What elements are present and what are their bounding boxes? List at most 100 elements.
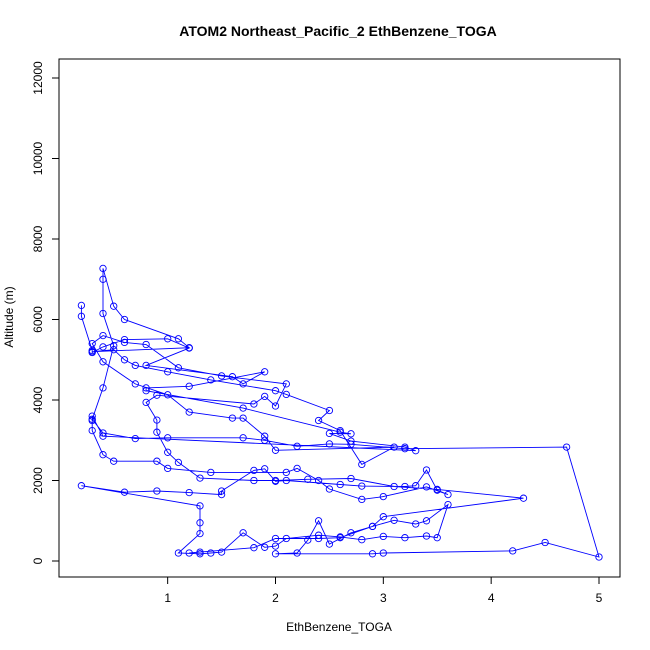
data-point bbox=[99, 264, 107, 273]
data-point bbox=[196, 529, 204, 538]
data-point bbox=[131, 361, 139, 370]
data-point bbox=[110, 302, 118, 310]
data-point bbox=[250, 544, 258, 552]
data-point bbox=[131, 380, 139, 388]
data-point bbox=[325, 540, 334, 548]
data-point bbox=[196, 519, 204, 527]
data-point bbox=[99, 309, 107, 318]
data-point bbox=[239, 529, 247, 537]
data-point bbox=[412, 520, 420, 528]
data-point bbox=[390, 516, 398, 524]
data-point bbox=[120, 315, 129, 324]
data-point bbox=[271, 446, 280, 454]
data-point bbox=[120, 335, 129, 344]
data-point bbox=[325, 485, 334, 493]
data-point bbox=[444, 490, 452, 499]
data-point bbox=[261, 432, 269, 440]
data-point bbox=[282, 534, 290, 543]
x-axis-label: EthBenzene_TOGA bbox=[286, 620, 392, 634]
data-point bbox=[358, 536, 366, 544]
data-point bbox=[314, 416, 323, 425]
data-point bbox=[282, 390, 290, 399]
data-point bbox=[412, 482, 420, 490]
data-point bbox=[401, 445, 409, 453]
data-point bbox=[271, 476, 280, 485]
y-tick-label: 2000 bbox=[31, 467, 45, 494]
data-point bbox=[164, 464, 172, 473]
data-point bbox=[347, 440, 355, 448]
series-group bbox=[77, 264, 603, 561]
data-point bbox=[110, 342, 118, 350]
data-point bbox=[131, 434, 139, 443]
data-point bbox=[314, 476, 323, 485]
data-point bbox=[261, 368, 269, 376]
data-point bbox=[562, 443, 571, 451]
data-point bbox=[422, 466, 431, 474]
data-point bbox=[99, 343, 107, 351]
data-point bbox=[142, 361, 150, 370]
y-tick-label: 0 bbox=[31, 557, 45, 564]
data-point bbox=[174, 458, 183, 467]
data-point bbox=[509, 547, 517, 555]
data-point bbox=[207, 376, 215, 384]
data-point bbox=[595, 553, 603, 561]
data-point bbox=[379, 532, 387, 541]
data-point bbox=[185, 549, 193, 557]
data-point bbox=[282, 468, 290, 477]
data-point bbox=[99, 384, 107, 392]
x-tick-label: 2 bbox=[272, 591, 279, 605]
data-point bbox=[379, 549, 387, 557]
data-point bbox=[99, 275, 107, 283]
data-point bbox=[336, 534, 344, 542]
data-point bbox=[304, 475, 312, 483]
data-point bbox=[153, 416, 161, 424]
x-tick-label: 4 bbox=[488, 591, 495, 605]
data-point bbox=[250, 476, 258, 485]
data-point bbox=[261, 392, 269, 401]
data-point bbox=[239, 380, 247, 388]
data-point bbox=[271, 550, 280, 558]
data-point bbox=[444, 500, 452, 509]
data-point bbox=[282, 380, 290, 388]
data-point bbox=[207, 549, 215, 557]
data-point bbox=[379, 513, 387, 521]
data-point bbox=[541, 538, 549, 547]
data-point bbox=[336, 426, 344, 435]
plot-frame bbox=[58, 58, 621, 578]
data-point bbox=[347, 474, 355, 483]
chart-title: ATOM2 Northeast_Pacific_2 EthBenzene_TOG… bbox=[179, 23, 496, 39]
data-point bbox=[422, 483, 431, 491]
data-point bbox=[99, 331, 107, 340]
data-point bbox=[164, 391, 172, 399]
data-point bbox=[250, 466, 258, 475]
data-point bbox=[196, 474, 204, 482]
data-point bbox=[217, 487, 226, 495]
data-point bbox=[99, 358, 107, 366]
data-point bbox=[401, 482, 409, 491]
data-point bbox=[142, 387, 150, 395]
data-point bbox=[293, 549, 301, 557]
data-point bbox=[142, 384, 150, 392]
data-point bbox=[207, 468, 215, 477]
data-point bbox=[325, 440, 334, 448]
data-point bbox=[282, 476, 290, 485]
data-point bbox=[77, 482, 86, 490]
data-point bbox=[368, 550, 377, 558]
data-point bbox=[99, 429, 107, 437]
data-point bbox=[358, 460, 366, 469]
data-point bbox=[347, 529, 355, 537]
data-point bbox=[379, 492, 387, 501]
data-point bbox=[77, 312, 86, 320]
data-point bbox=[271, 402, 280, 410]
data-point bbox=[217, 548, 226, 556]
data-point bbox=[228, 414, 237, 422]
data-point bbox=[164, 368, 172, 376]
data-point bbox=[261, 543, 269, 551]
data-point bbox=[174, 549, 183, 557]
data-point bbox=[358, 495, 366, 504]
data-point bbox=[304, 536, 312, 544]
y-tick-label: 6000 bbox=[31, 306, 45, 333]
data-point bbox=[293, 442, 301, 450]
data-point bbox=[271, 534, 280, 543]
